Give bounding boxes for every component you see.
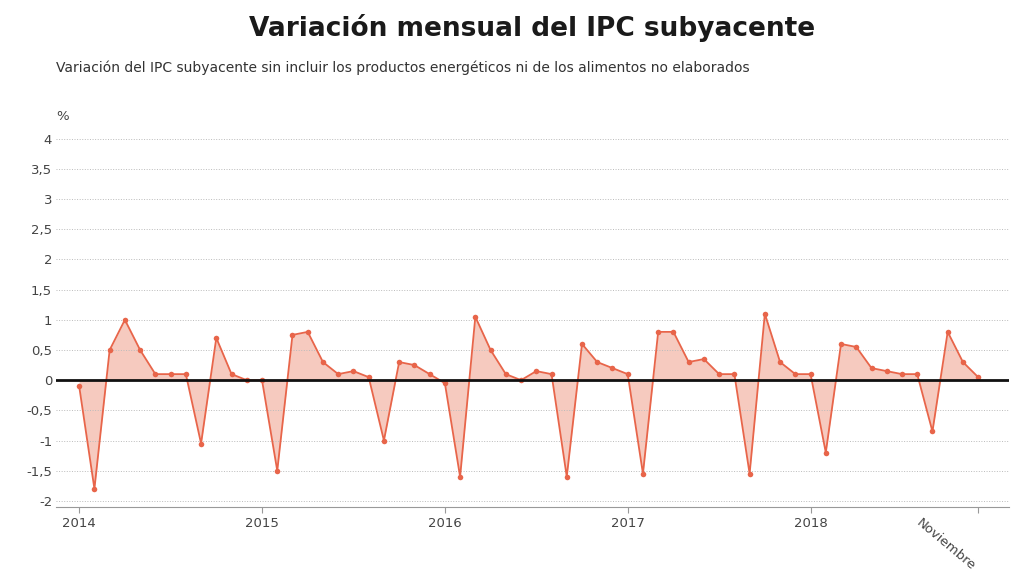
Text: %: % <box>56 110 69 123</box>
Point <box>132 346 148 355</box>
Point <box>513 376 529 385</box>
Point <box>772 358 788 367</box>
Point <box>269 466 286 475</box>
Point <box>528 366 545 376</box>
Point <box>589 358 605 367</box>
Point <box>71 381 87 391</box>
Point <box>239 376 255 385</box>
Point <box>482 346 499 355</box>
Point <box>666 327 682 336</box>
Text: Variación del IPC subyacente sin incluir los productos energéticos ni de los ali: Variación del IPC subyacente sin incluir… <box>56 60 750 75</box>
Point <box>86 484 102 494</box>
Point <box>650 327 667 336</box>
Point <box>193 439 209 448</box>
Point <box>741 469 758 478</box>
Point <box>848 342 864 351</box>
Point <box>635 469 651 478</box>
Point <box>117 315 133 324</box>
Point <box>939 327 955 336</box>
Point <box>101 346 118 355</box>
Point <box>681 358 697 367</box>
Point <box>330 370 346 379</box>
Point <box>300 327 316 336</box>
Text: Variación mensual del IPC subyacente: Variación mensual del IPC subyacente <box>250 14 815 43</box>
Point <box>254 376 270 385</box>
Point <box>757 309 773 319</box>
Point <box>498 370 514 379</box>
Point <box>544 370 560 379</box>
Point <box>436 378 453 388</box>
Point <box>391 358 408 367</box>
Point <box>803 370 819 379</box>
Point <box>467 312 483 321</box>
Point <box>970 373 986 382</box>
Point <box>376 436 392 445</box>
Point <box>407 361 423 370</box>
Point <box>208 334 224 343</box>
Point <box>573 339 590 348</box>
Point <box>711 370 727 379</box>
Point <box>345 366 361 376</box>
Point <box>695 354 712 363</box>
Point <box>909 370 926 379</box>
Point <box>954 358 971 367</box>
Point <box>879 366 895 376</box>
Point <box>925 427 941 436</box>
Point <box>558 472 574 482</box>
Point <box>863 363 880 373</box>
Point <box>620 370 636 379</box>
Point <box>604 363 621 373</box>
Point <box>894 370 910 379</box>
Point <box>177 370 194 379</box>
Point <box>787 370 804 379</box>
Point <box>726 370 742 379</box>
Point <box>285 330 301 339</box>
Point <box>147 370 164 379</box>
Point <box>833 339 849 348</box>
Point <box>223 370 240 379</box>
Point <box>314 358 331 367</box>
Point <box>452 472 468 482</box>
Point <box>422 370 438 379</box>
Point <box>817 448 834 457</box>
Point <box>360 373 377 382</box>
Point <box>163 370 179 379</box>
